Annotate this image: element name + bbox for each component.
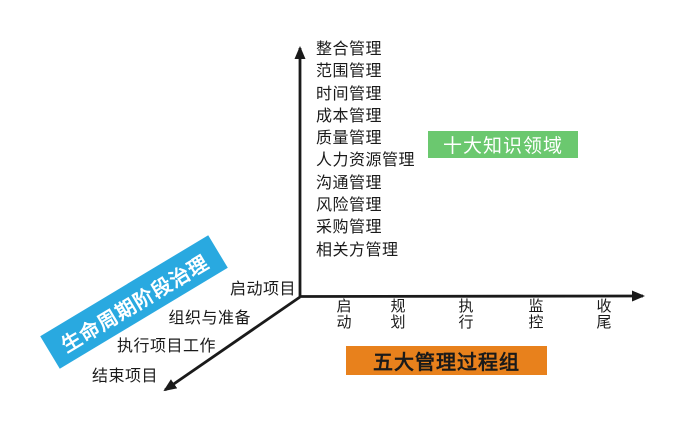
process-group-label: 启动: [336, 298, 352, 331]
process-group-label: 执行: [458, 298, 474, 331]
lifecycle-phase-label: 结束项目: [91, 368, 158, 385]
knowledge-item: 整合管理: [316, 41, 383, 58]
knowledge-item: 相关方管理: [316, 241, 399, 259]
process-group-label: 收尾: [596, 298, 612, 331]
knowledge-badge: 十大知识领域: [428, 131, 578, 158]
knowledge-item: 时间管理: [316, 85, 383, 103]
process-axis-line: [299, 290, 645, 302]
knowledge-item: 风险管理: [316, 197, 383, 215]
knowledge-item: 沟通管理: [316, 174, 383, 192]
knowledge-item: 成本管理: [316, 107, 383, 125]
lifecycle-phase-label: 启动项目: [229, 281, 296, 298]
process-group-label: 规划: [390, 298, 406, 331]
lifecycle-phase-label: 执行项目工作: [116, 338, 216, 355]
process-badge: 五大管理过程组: [346, 346, 547, 375]
knowledge-item: 采购管理: [316, 219, 383, 237]
knowledge-areas-list: 整合管理 范围管理 时间管理 成本管理 质量管理 人力资源管理 沟通管理 风险管…: [316, 39, 415, 262]
knowledge-item: 人力资源管理: [316, 152, 416, 170]
lifecycle-phase-label: 组织与准备: [168, 310, 251, 327]
process-group-label: 监控: [528, 298, 544, 331]
knowledge-item: 质量管理: [316, 130, 383, 148]
knowledge-item: 范围管理: [316, 63, 383, 81]
lifecycle-axis-line: [163, 295, 301, 392]
